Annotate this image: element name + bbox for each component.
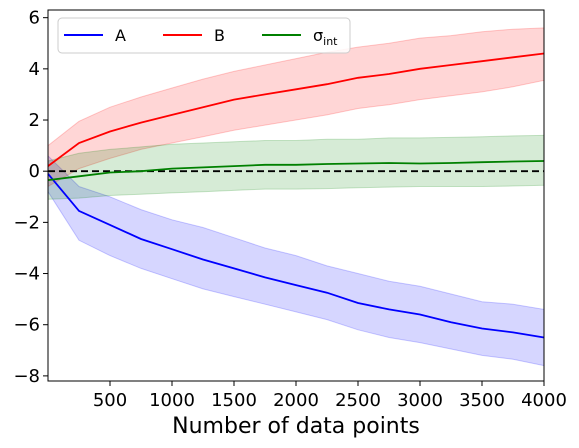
y-tick-label: 4	[29, 59, 40, 80]
x-tick-label: 2500	[335, 390, 381, 411]
x-axis-label: Number of data points	[172, 414, 420, 439]
x-axis-ticks: 500 1000 1500 2000 2500 3000 3500 4000	[93, 381, 567, 411]
line-series-1	[47, 52, 545, 167]
legend-label-0: A	[115, 26, 126, 45]
line-series-0	[47, 173, 545, 339]
legend-label-1: B	[214, 26, 225, 45]
x-tick-label: 1000	[149, 390, 195, 411]
y-tick-label: −2	[13, 212, 40, 233]
x-tick-label: 3000	[397, 390, 443, 411]
y-tick-label: −8	[13, 366, 40, 387]
confidence-bands	[47, 27, 545, 367]
legend-box	[57, 17, 351, 54]
y-tick-label: −6	[13, 315, 40, 336]
x-tick-label: 3500	[459, 390, 505, 411]
y-tick-label: 0	[29, 161, 40, 182]
y-axis-ticks: −8 −6 −4 −2 0 2 4 6	[13, 8, 48, 387]
x-tick-label: 4000	[521, 390, 567, 411]
x-tick-label: 2000	[273, 390, 319, 411]
legend-label-subscript: int	[323, 35, 338, 48]
series-lines	[47, 52, 545, 339]
y-tick-label: 6	[29, 8, 40, 29]
y-tick-label: 2	[29, 110, 40, 131]
x-tick-label: 500	[93, 390, 127, 411]
line-series-2	[47, 160, 545, 181]
x-tick-label: 1500	[211, 390, 257, 411]
y-tick-label: −4	[13, 264, 40, 285]
